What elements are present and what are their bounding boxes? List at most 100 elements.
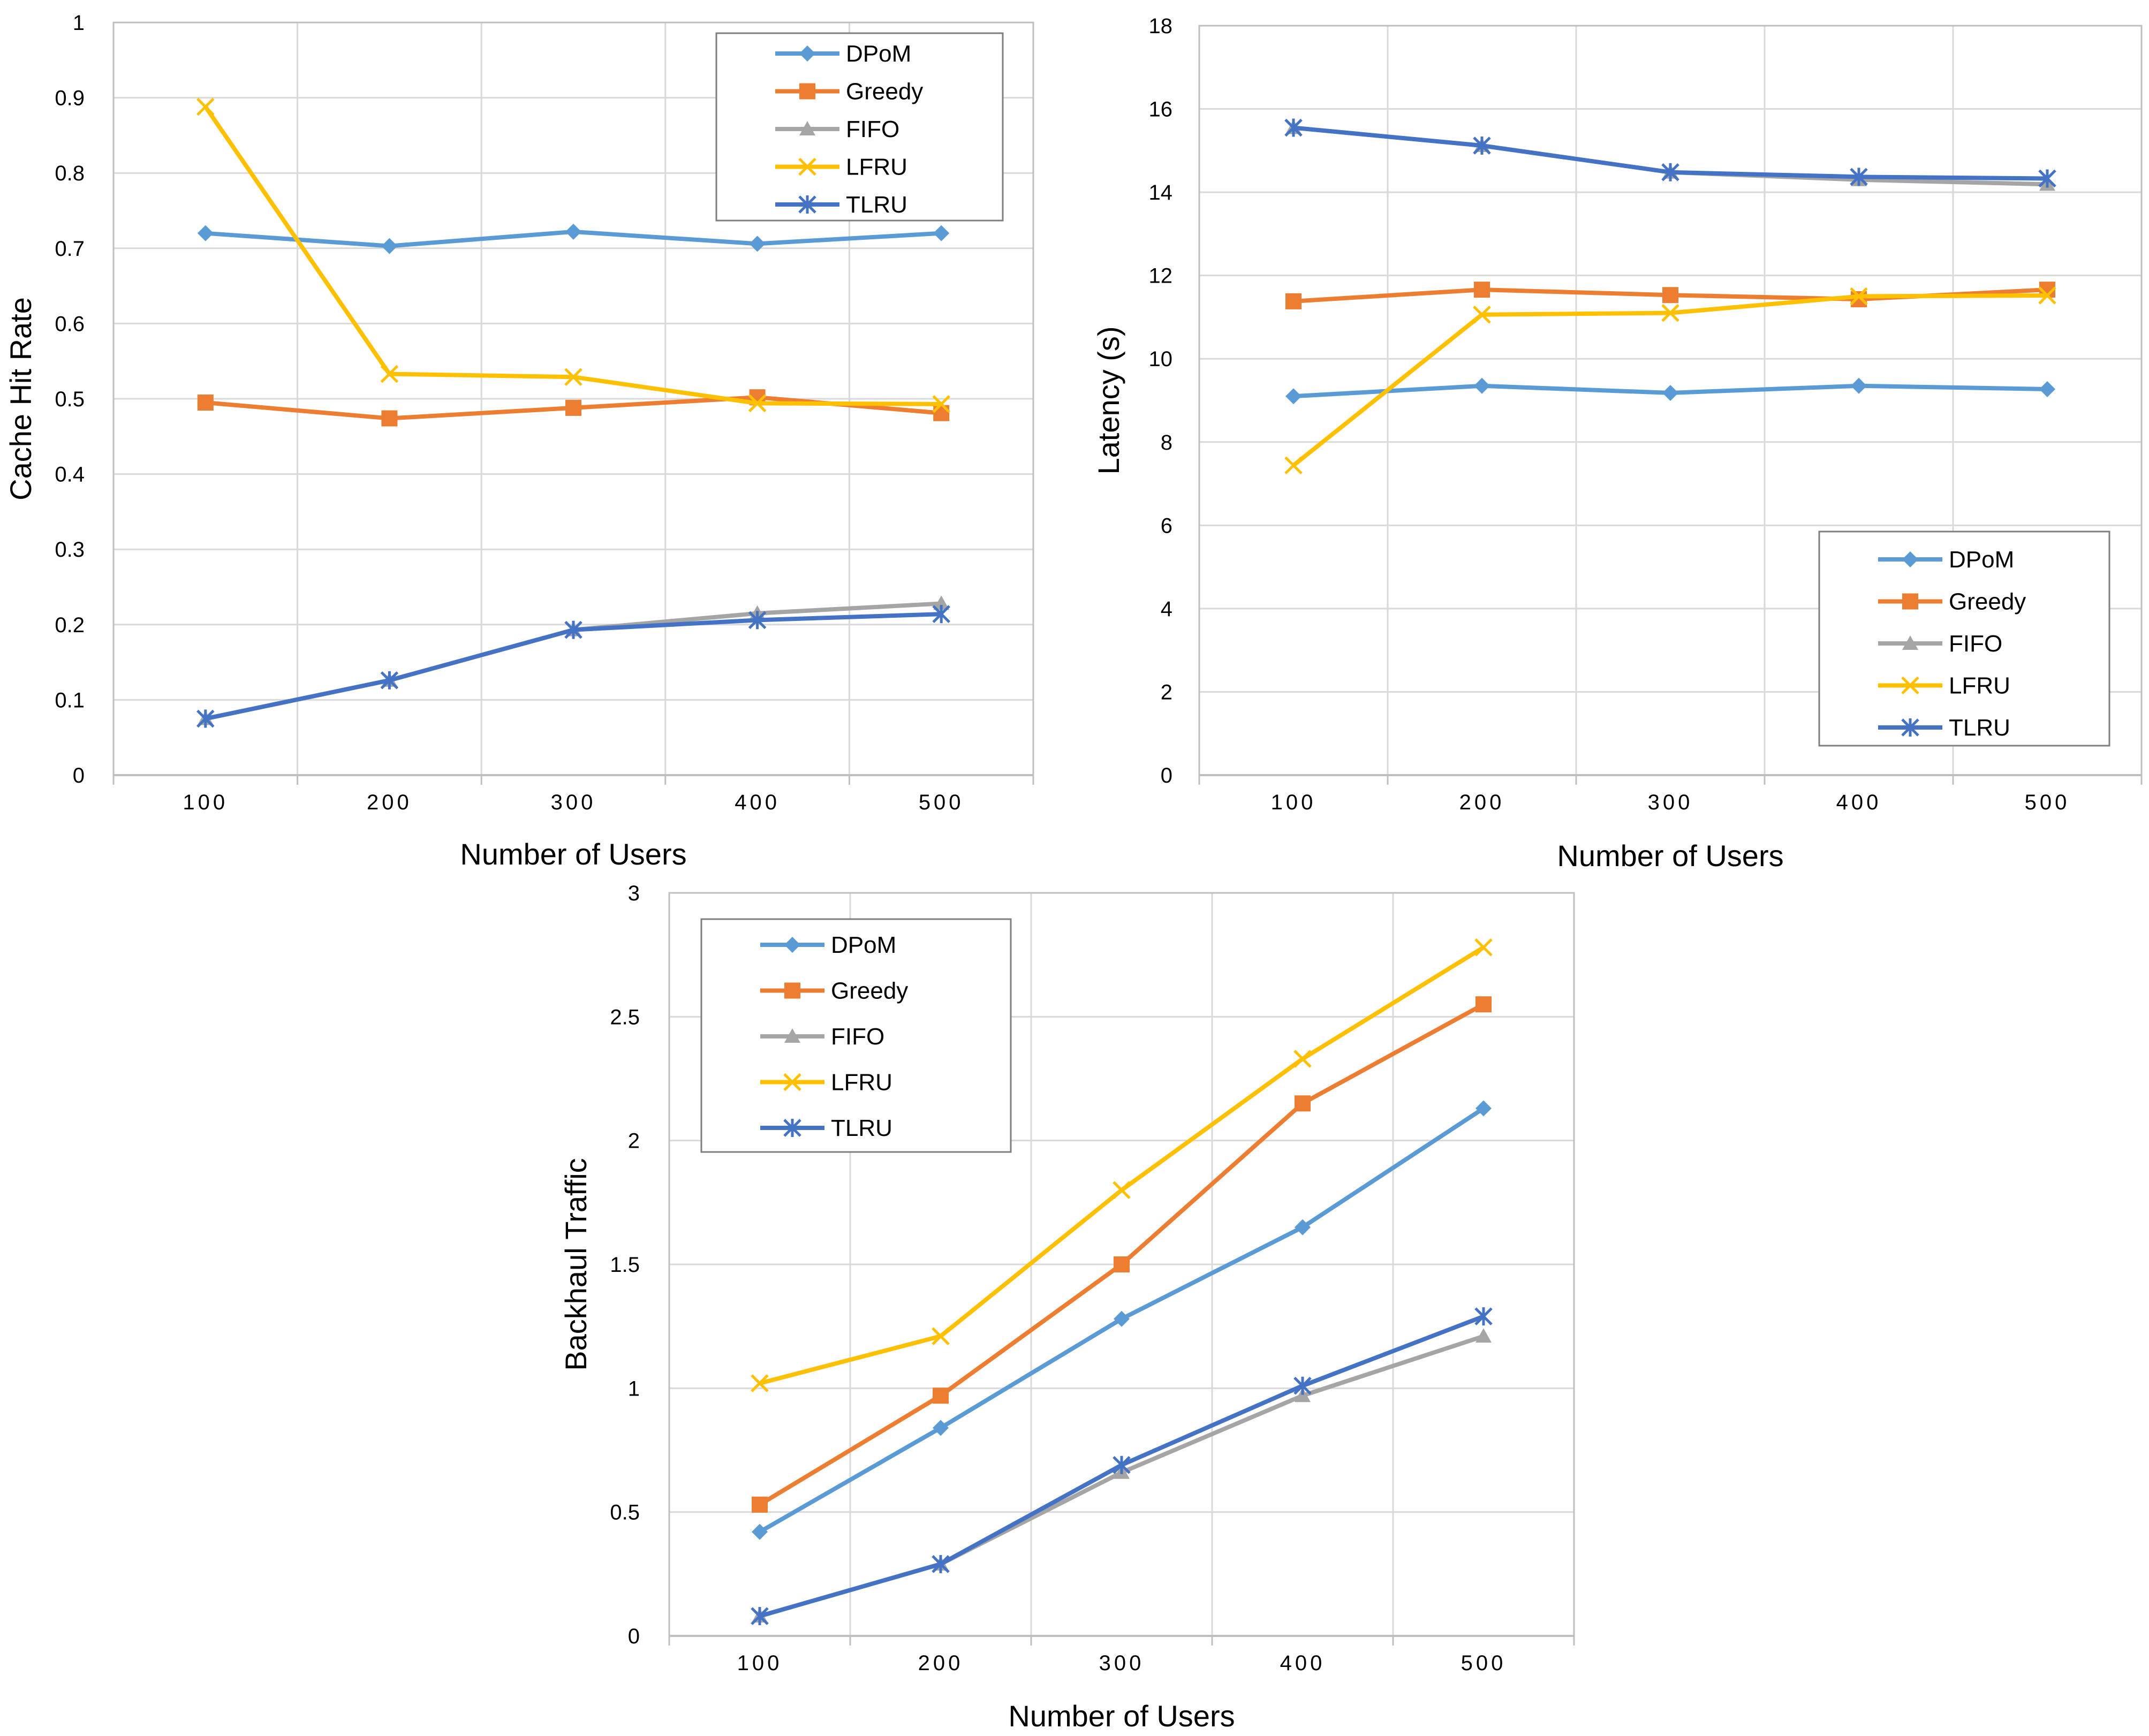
y-tick-label: 8 <box>1161 431 1172 454</box>
data-point <box>1113 1455 1131 1474</box>
data-point <box>1661 163 1679 181</box>
data-point <box>1850 287 1868 306</box>
series-dpom <box>197 223 950 254</box>
y-tick-label: 0 <box>73 764 85 787</box>
legend-swatch-marker <box>798 157 816 176</box>
data-point <box>565 223 581 240</box>
legend-box <box>1818 530 2110 747</box>
series-greedy <box>197 389 950 427</box>
y-axis-title: Latency (s) <box>1092 327 1125 475</box>
data-point <box>1285 293 1301 309</box>
y-tick-label: 1.5 <box>610 1253 640 1277</box>
data-point <box>752 1496 768 1513</box>
series-lfru <box>196 97 950 413</box>
legend: DPoM Greedy FIFO LFRU TLRU <box>1818 530 2110 747</box>
legend-label: FIFO <box>1949 631 2002 657</box>
legend-label: TLRU <box>1949 715 2010 741</box>
data-point <box>751 1374 769 1392</box>
y-tick-label: 4 <box>1161 597 1172 621</box>
legend-label: TLRU <box>831 1115 892 1141</box>
x-tick-label: 300 <box>551 791 596 814</box>
data-point <box>381 410 398 427</box>
data-point <box>196 97 215 116</box>
series-fifo <box>752 1328 1492 1623</box>
legend-swatch-marker <box>799 83 815 100</box>
data-point <box>933 405 950 421</box>
legend-label: DPoM <box>831 932 896 958</box>
series-greedy <box>752 996 1492 1513</box>
data-point <box>1475 1100 1492 1117</box>
legend-label: DPoM <box>1949 547 2014 573</box>
x-tick-label: 300 <box>1648 791 1693 814</box>
legend-swatch-marker <box>1902 635 1918 650</box>
x-axis-title: Number of Users <box>1008 1699 1235 1733</box>
data-point <box>381 238 398 254</box>
chart-2: 0 2 4 6 8 10 12 14 16 18 100 200 300 400 500 Number of … <box>1092 14 2143 873</box>
legend-label: LFRU <box>831 1070 892 1096</box>
data-point <box>1662 385 1678 401</box>
y-tick-label: 0.6 <box>55 312 85 336</box>
data-point <box>1295 1095 1311 1112</box>
y-axis-title: Backhaul Traffic <box>559 1158 593 1370</box>
y-tick-label: 2 <box>1161 680 1172 704</box>
data-point <box>1662 287 1678 304</box>
y-tick-label: 3 <box>628 882 640 905</box>
data-point <box>1474 282 1490 298</box>
data-point <box>197 225 214 241</box>
data-point <box>932 1327 950 1345</box>
y-tick-label: 0.5 <box>55 388 85 411</box>
x-tick-label: 200 <box>918 1651 964 1675</box>
data-point <box>933 225 950 241</box>
x-tick-label: 500 <box>919 791 964 814</box>
chart-3: 0 0.5 1 1.5 2 2.5 3 100 200 300 400 500 Number of Us… <box>559 882 1575 1733</box>
x-tick-label: 500 <box>2025 791 2070 814</box>
data-point <box>564 620 582 639</box>
data-point <box>1473 137 1491 155</box>
data-point <box>1284 456 1303 475</box>
legend-swatch-marker <box>1902 593 1918 610</box>
data-point <box>197 395 214 411</box>
legend-swatch-marker <box>784 982 800 999</box>
legend-swatch-marker <box>1902 551 1918 567</box>
data-point <box>1295 1219 1311 1235</box>
series-dpom <box>752 1100 1492 1540</box>
data-point <box>1473 306 1491 324</box>
legend-label: LFRU <box>846 154 907 180</box>
data-point <box>1114 1256 1130 1272</box>
series-line <box>1292 293 2048 467</box>
y-tick-label: 14 <box>1149 181 1173 204</box>
data-point <box>1474 938 1493 957</box>
data-point <box>1475 1328 1492 1343</box>
legend-label: Greedy <box>831 978 908 1004</box>
data-point <box>565 399 581 416</box>
legend-swatch-marker <box>1901 676 1919 695</box>
data-point <box>1851 377 1867 394</box>
data-point <box>380 365 399 383</box>
data-point <box>1293 1376 1312 1395</box>
y-tick-label: 18 <box>1149 14 1173 38</box>
data-point <box>752 1523 768 1540</box>
data-point <box>1661 304 1679 322</box>
data-point <box>932 605 950 624</box>
series-tlru <box>1284 118 2056 188</box>
y-tick-label: 6 <box>1161 514 1172 537</box>
data-point <box>933 1420 949 1436</box>
data-point <box>1850 168 1868 186</box>
data-point <box>2038 169 2056 188</box>
y-tick-label: 0.1 <box>55 688 85 712</box>
data-point <box>1295 1388 1311 1403</box>
data-point <box>1474 1307 1493 1326</box>
legend-label: TLRU <box>846 192 907 218</box>
series-lfru <box>1284 286 2056 475</box>
y-tick-label: 2 <box>628 1129 640 1153</box>
x-axis-title: Number of Users <box>460 837 686 871</box>
y-tick-label: 1 <box>628 1377 640 1400</box>
legend-swatch-marker <box>799 121 815 135</box>
legend-swatch-marker <box>798 195 816 214</box>
series-tlru <box>196 605 950 728</box>
y-tick-label: 2.5 <box>610 1005 640 1029</box>
data-point <box>1114 1310 1130 1327</box>
data-point <box>1293 1050 1312 1068</box>
x-tick-label: 500 <box>1461 1651 1507 1675</box>
y-tick-label: 1 <box>73 11 85 35</box>
